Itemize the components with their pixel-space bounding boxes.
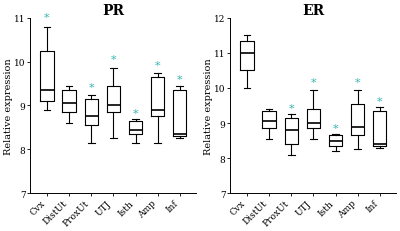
Text: *: * xyxy=(44,13,50,23)
Y-axis label: Relative expression: Relative expression xyxy=(4,58,13,154)
Text: *: * xyxy=(88,83,94,93)
Text: *: * xyxy=(288,103,294,113)
Text: *: * xyxy=(133,108,138,118)
Y-axis label: Relative expression: Relative expression xyxy=(204,58,213,154)
Title: ER: ER xyxy=(302,4,324,18)
Text: *: * xyxy=(310,78,316,88)
Text: *: * xyxy=(110,55,116,64)
Text: *: * xyxy=(377,96,382,106)
Text: *: * xyxy=(177,74,182,84)
Text: *: * xyxy=(355,78,360,88)
Title: PR: PR xyxy=(102,4,124,18)
Text: *: * xyxy=(155,60,160,70)
Text: *: * xyxy=(333,123,338,133)
